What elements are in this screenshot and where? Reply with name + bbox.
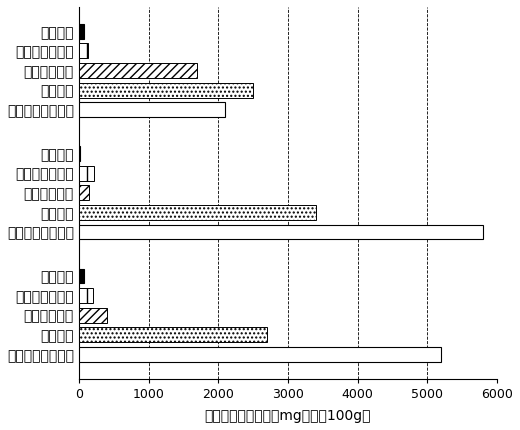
Bar (79, 102, 225, 117)
Bar (79, 268, 84, 283)
Bar (79, 24, 84, 39)
Bar (79, 288, 93, 303)
Bar (79, 225, 483, 240)
Bar (79, 146, 80, 161)
X-axis label: 遊離アミノ酸含量（mg／乾物100g）: 遊離アミノ酸含量（mg／乾物100g） (205, 409, 371, 423)
Bar (79, 63, 197, 78)
Bar (79, 166, 94, 181)
Bar (79, 43, 88, 58)
Bar (79, 327, 267, 342)
Bar (79, 83, 253, 98)
Bar (79, 347, 441, 362)
Bar (79, 308, 107, 322)
Bar (79, 205, 316, 220)
Bar (79, 185, 89, 200)
